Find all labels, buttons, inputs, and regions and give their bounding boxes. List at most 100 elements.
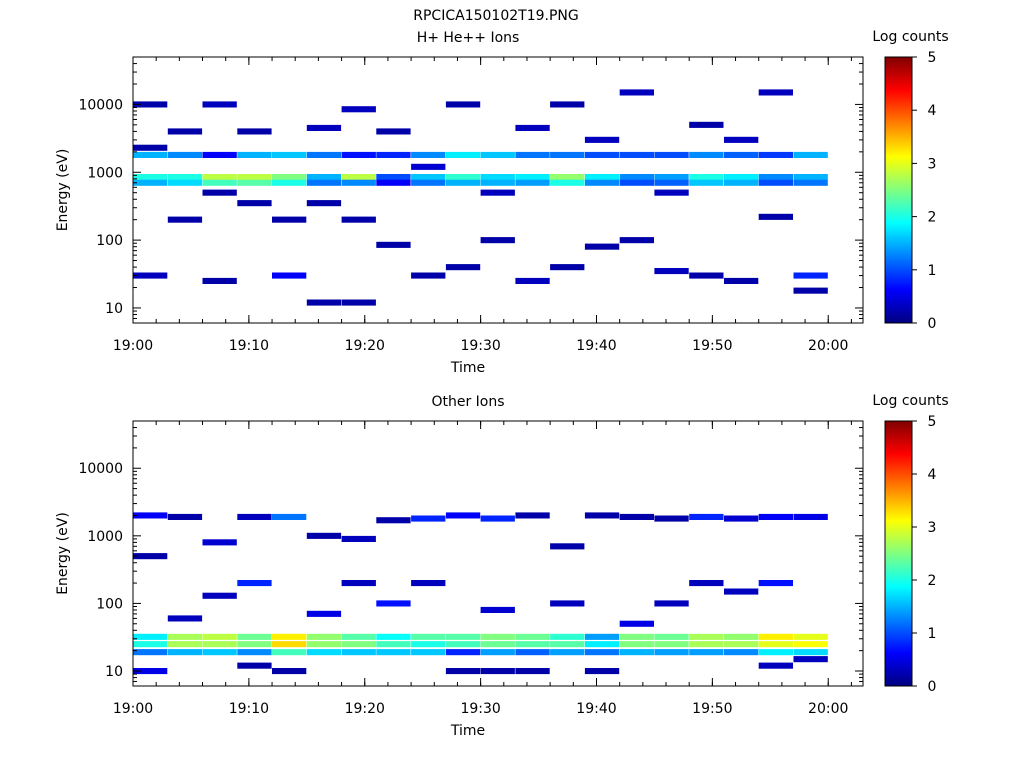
heatmap-cell — [619, 151, 654, 158]
heatmap-cell — [515, 174, 550, 181]
y-axis-label: Energy (eV) — [55, 149, 71, 232]
x-axis-label: Time — [450, 360, 485, 376]
heatmap-cell — [376, 241, 411, 248]
x-tick-label: 20:00 — [808, 701, 848, 717]
x-tick-label: 19:20 — [345, 701, 385, 717]
heatmap-cell — [584, 668, 620, 675]
heatmap-cell — [376, 179, 411, 186]
heatmap-cell — [411, 641, 446, 648]
plot-frame — [132, 56, 864, 324]
colorbar-tick-label: 2 — [928, 573, 937, 589]
heatmap-cell — [133, 633, 168, 640]
heatmap-cell — [480, 174, 515, 181]
heatmap-cell — [619, 513, 654, 520]
heatmap-cell — [202, 189, 237, 196]
heatmap-cell — [550, 600, 585, 607]
heatmap-cell — [167, 174, 203, 181]
heatmap-cell — [793, 641, 828, 648]
colorbar-tick-label: 4 — [928, 103, 937, 119]
heatmap-cell — [654, 179, 689, 186]
y-axis-label: Energy (eV) — [55, 512, 71, 595]
heatmap-cell — [480, 179, 515, 186]
colorbar-tick-label: 1 — [928, 263, 937, 279]
heatmap-cell — [167, 216, 203, 223]
heatmap-cell — [793, 151, 828, 158]
heatmap-cell — [619, 89, 654, 96]
heatmap-cell — [167, 633, 203, 640]
heatmap-cell — [654, 515, 689, 522]
heatmap-cell — [133, 272, 168, 279]
heatmap-cell — [411, 174, 446, 181]
heatmap-cell — [237, 128, 272, 135]
y-tick-label: 100 — [96, 233, 123, 249]
heatmap-cell — [306, 610, 342, 617]
heatmap-cell — [341, 633, 376, 640]
heatmap-cell — [167, 641, 203, 648]
x-tick-label: 19:40 — [576, 701, 616, 717]
heatmap-cell — [237, 649, 272, 656]
heatmap-cell — [480, 668, 515, 675]
heatmap-cell — [167, 179, 203, 186]
plot-frame — [132, 420, 864, 687]
heatmap-cell — [689, 580, 724, 587]
heatmap-cell — [306, 299, 342, 306]
x-tick-label: 19:20 — [345, 338, 385, 354]
heatmap-cell — [133, 101, 168, 108]
heatmap-cell — [515, 649, 550, 656]
heatmap-cell — [654, 174, 689, 181]
heatmap-cell — [550, 101, 585, 108]
heatmap-cell — [341, 535, 376, 542]
heatmap-cell — [411, 580, 446, 587]
heatmap-cell — [237, 641, 272, 648]
heatmap-cell — [515, 151, 550, 158]
heatmap-cell — [758, 580, 793, 587]
heatmap-cell — [237, 662, 272, 669]
heatmap-cell — [584, 174, 620, 181]
heatmap-cell — [480, 649, 515, 656]
heatmap-cell — [515, 124, 550, 131]
heatmap-cell — [272, 174, 307, 181]
panel-h-he-ions: H+ He++ Ions Time Energy (eV) 19:00 19:10 19:… — [55, 29, 949, 376]
heatmap-cell — [202, 633, 237, 640]
heatmap-cell — [758, 633, 793, 640]
heatmap-cell — [550, 151, 585, 158]
heatmap-cell — [584, 151, 620, 158]
colorbar-gradient — [884, 420, 913, 687]
heatmap-cell — [376, 633, 411, 640]
heatmap-cell — [584, 649, 620, 656]
colorbar-tick-label: 5 — [928, 414, 937, 430]
x-tick-label: 19:50 — [692, 701, 732, 717]
heatmap-cell — [793, 649, 828, 656]
heatmap-cell — [306, 151, 342, 158]
heatmap-cell — [341, 151, 376, 158]
heatmap-cell — [654, 641, 689, 648]
heatmap-cell — [133, 649, 168, 656]
colorbar-tick-label: 0 — [928, 316, 937, 332]
x-tick-label: 20:00 — [808, 338, 848, 354]
heatmap-cell — [550, 264, 585, 271]
heatmap-cell — [793, 174, 828, 181]
heatmap-cell — [619, 641, 654, 648]
heatmap-cell — [515, 512, 550, 519]
colorbar-label: Log counts — [872, 29, 948, 45]
heatmap-cell — [272, 216, 307, 223]
colorbar-tick-label: 4 — [928, 467, 937, 483]
heatmap-cell — [411, 163, 446, 170]
heatmap-cell — [411, 272, 446, 279]
heatmap-cell — [758, 513, 793, 520]
heatmap-cell — [167, 649, 203, 656]
heatmap-cell — [306, 532, 342, 539]
heatmap-cell — [654, 600, 689, 607]
heatmap-cell — [341, 580, 376, 587]
colorbar-tick-label: 5 — [928, 50, 937, 66]
figure-title: RPCICA150102T19.PNG — [413, 8, 578, 24]
heatmap-cell — [411, 633, 446, 640]
y-tick-label: 10 — [105, 301, 123, 317]
heatmap-cell — [793, 287, 828, 294]
heatmap-cell — [619, 633, 654, 640]
heatmap-cell — [341, 216, 376, 223]
heatmap-cell — [376, 600, 411, 607]
heatmap-cell — [341, 174, 376, 181]
heatmap-cell — [237, 513, 272, 520]
